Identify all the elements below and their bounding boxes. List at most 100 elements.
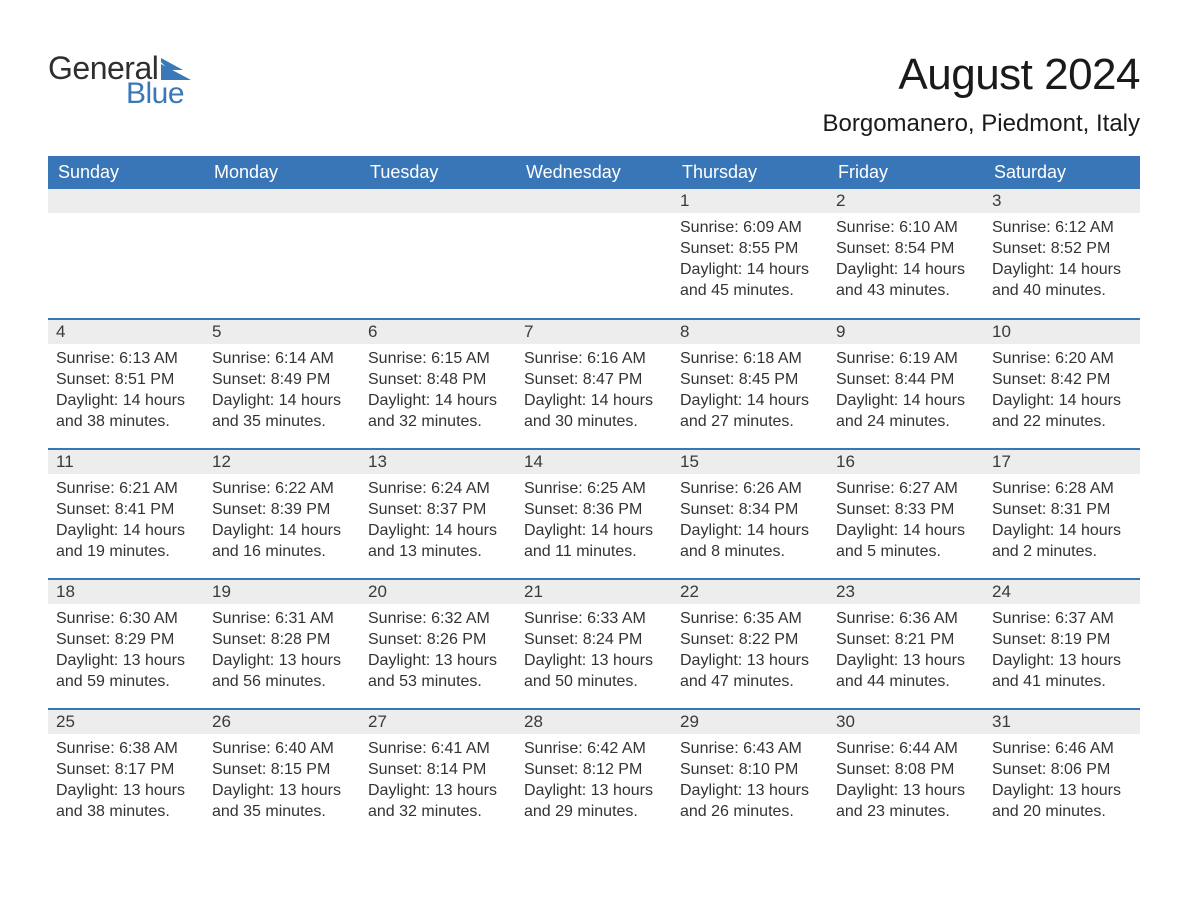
sunset-text: Sunset: 8:24 PM [524,629,664,650]
daylight-text: Daylight: 14 hours and 30 minutes. [524,390,664,432]
day-body: Sunrise: 6:33 AMSunset: 8:24 PMDaylight:… [516,604,672,698]
day-number: 30 [836,712,855,731]
day-body: Sunrise: 6:31 AMSunset: 8:28 PMDaylight:… [204,604,360,698]
day-number-bar: 1 [672,189,828,213]
calendar-body: 1Sunrise: 6:09 AMSunset: 8:55 PMDaylight… [48,189,1140,839]
calendar-page: General Blue August 2024 Borgomanero, Pi… [0,0,1188,869]
calendar-cell: 25 Sunrise: 6:38 AMSunset: 8:17 PMDayligh… [48,709,204,839]
daylight-text: Daylight: 13 hours and 35 minutes. [212,780,352,822]
day-number: 17 [992,452,1011,471]
day-number: 2 [836,191,845,210]
daylight-text: Daylight: 13 hours and 32 minutes. [368,780,508,822]
sunset-text: Sunset: 8:08 PM [836,759,976,780]
sunrise-text: Sunrise: 6:16 AM [524,348,664,369]
day-body: Sunrise: 6:43 AMSunset: 8:10 PMDaylight:… [672,734,828,828]
calendar-cell: 1Sunrise: 6:09 AMSunset: 8:55 PMDaylight… [672,189,828,319]
day-body: Sunrise: 6:30 AMSunset: 8:29 PMDaylight:… [48,604,204,698]
sunrise-text: Sunrise: 6:43 AM [680,738,820,759]
title-block: August 2024 Borgomanero, Piedmont, Italy [823,50,1141,138]
sunrise-text: Sunrise: 6:35 AM [680,608,820,629]
month-title: August 2024 [823,50,1141,100]
day-number: 9 [836,322,845,341]
calendar-table: Sunday Monday Tuesday Wednesday Thursday… [48,156,1140,839]
calendar-cell: 6Sunrise: 6:15 AMSunset: 8:48 PMDaylight… [360,319,516,449]
day-number-bar: 10 [984,320,1140,344]
calendar-cell: 7Sunrise: 6:16 AMSunset: 8:47 PMDaylight… [516,319,672,449]
calendar-header-row: Sunday Monday Tuesday Wednesday Thursday… [48,156,1140,189]
calendar-cell: 30Sunrise: 6:44 AMSunset: 8:08 PMDayligh… [828,709,984,839]
day-number: 24 [992,582,1011,601]
sunset-text: Sunset: 8:31 PM [992,499,1132,520]
day-number-bar: 15 [672,450,828,474]
day-number-bar: 23 [828,580,984,604]
sunset-text: Sunset: 8:49 PM [212,369,352,390]
day-number: 4 [56,322,65,341]
calendar-cell: 4Sunrise: 6:13 AMSunset: 8:51 PMDaylight… [48,319,204,449]
day-number-bar: 13 [360,450,516,474]
sunset-text: Sunset: 8:36 PM [524,499,664,520]
sunrise-text: Sunrise: 6:15 AM [368,348,508,369]
day-body: Sunrise: 6:27 AMSunset: 8:33 PMDaylight:… [828,474,984,568]
day-number: 10 [992,322,1011,341]
day-number-bar: 27 [360,710,516,734]
daylight-text: Daylight: 13 hours and 26 minutes. [680,780,820,822]
calendar-week-row: 1Sunrise: 6:09 AMSunset: 8:55 PMDaylight… [48,189,1140,319]
sunset-text: Sunset: 8:22 PM [680,629,820,650]
daylight-text: Daylight: 14 hours and 35 minutes. [212,390,352,432]
day-number: 1 [680,191,689,210]
sunset-text: Sunset: 8:52 PM [992,238,1132,259]
daylight-text: Daylight: 14 hours and 13 minutes. [368,520,508,562]
daylight-text: Daylight: 14 hours and 24 minutes. [836,390,976,432]
sunset-text: Sunset: 8:37 PM [368,499,508,520]
sunrise-text: Sunrise: 6:13 AM [56,348,196,369]
day-number: 6 [368,322,377,341]
sunrise-text: Sunrise: 6:21 AM [56,478,196,499]
daylight-text: Daylight: 13 hours and 41 minutes. [992,650,1132,692]
day-header: Friday [828,156,984,189]
day-number-bar: 17 [984,450,1140,474]
page-header: General Blue August 2024 Borgomanero, Pi… [48,50,1140,138]
sunset-text: Sunset: 8:41 PM [56,499,196,520]
sunset-text: Sunset: 8:17 PM [56,759,196,780]
calendar-cell: 11 Sunrise: 6:21 AMSunset: 8:41 PMDayligh… [48,449,204,579]
sunset-text: Sunset: 8:19 PM [992,629,1132,650]
daylight-text: Daylight: 14 hours and 40 minutes. [992,259,1132,301]
sunrise-text: Sunrise: 6:14 AM [212,348,352,369]
day-number: 11 [56,452,74,471]
day-number-bar: 25 [48,710,204,734]
calendar-cell [516,189,672,319]
day-number-bar: 31 [984,710,1140,734]
day-number-bar: 6 [360,320,516,344]
day-number-bar: 20 [360,580,516,604]
daylight-text: Daylight: 14 hours and 8 minutes. [680,520,820,562]
sunset-text: Sunset: 8:26 PM [368,629,508,650]
calendar-cell: 16Sunrise: 6:27 AMSunset: 8:33 PMDayligh… [828,449,984,579]
day-number-bar: 3 [984,189,1140,213]
sunrise-text: Sunrise: 6:33 AM [524,608,664,629]
day-body: Sunrise: 6:18 AMSunset: 8:45 PMDaylight:… [672,344,828,438]
day-body: Sunrise: 6:19 AMSunset: 8:44 PMDaylight:… [828,344,984,438]
sunset-text: Sunset: 8:54 PM [836,238,976,259]
sunrise-text: Sunrise: 6:09 AM [680,217,820,238]
day-number: 8 [680,322,689,341]
day-header: Monday [204,156,360,189]
day-number-bar: 26 [204,710,360,734]
day-number-bar: 29 [672,710,828,734]
day-number-bar [360,189,516,213]
sunset-text: Sunset: 8:44 PM [836,369,976,390]
daylight-text: Daylight: 14 hours and 45 minutes. [680,259,820,301]
daylight-text: Daylight: 14 hours and 16 minutes. [212,520,352,562]
sunrise-text: Sunrise: 6:24 AM [368,478,508,499]
daylight-text: Daylight: 13 hours and 53 minutes. [368,650,508,692]
day-body: Sunrise: 6:21 AMSunset: 8:41 PMDaylight:… [48,474,204,568]
day-body: Sunrise: 6:16 AMSunset: 8:47 PMDaylight:… [516,344,672,438]
sunset-text: Sunset: 8:42 PM [992,369,1132,390]
sunrise-text: Sunrise: 6:38 AM [56,738,196,759]
daylight-text: Daylight: 13 hours and 38 minutes. [56,780,196,822]
calendar-cell: 27Sunrise: 6:41 AMSunset: 8:14 PMDayligh… [360,709,516,839]
day-header: Thursday [672,156,828,189]
day-number: 25 [56,712,75,731]
day-body [516,213,672,223]
sunset-text: Sunset: 8:48 PM [368,369,508,390]
calendar-cell: 28Sunrise: 6:42 AMSunset: 8:12 PMDayligh… [516,709,672,839]
